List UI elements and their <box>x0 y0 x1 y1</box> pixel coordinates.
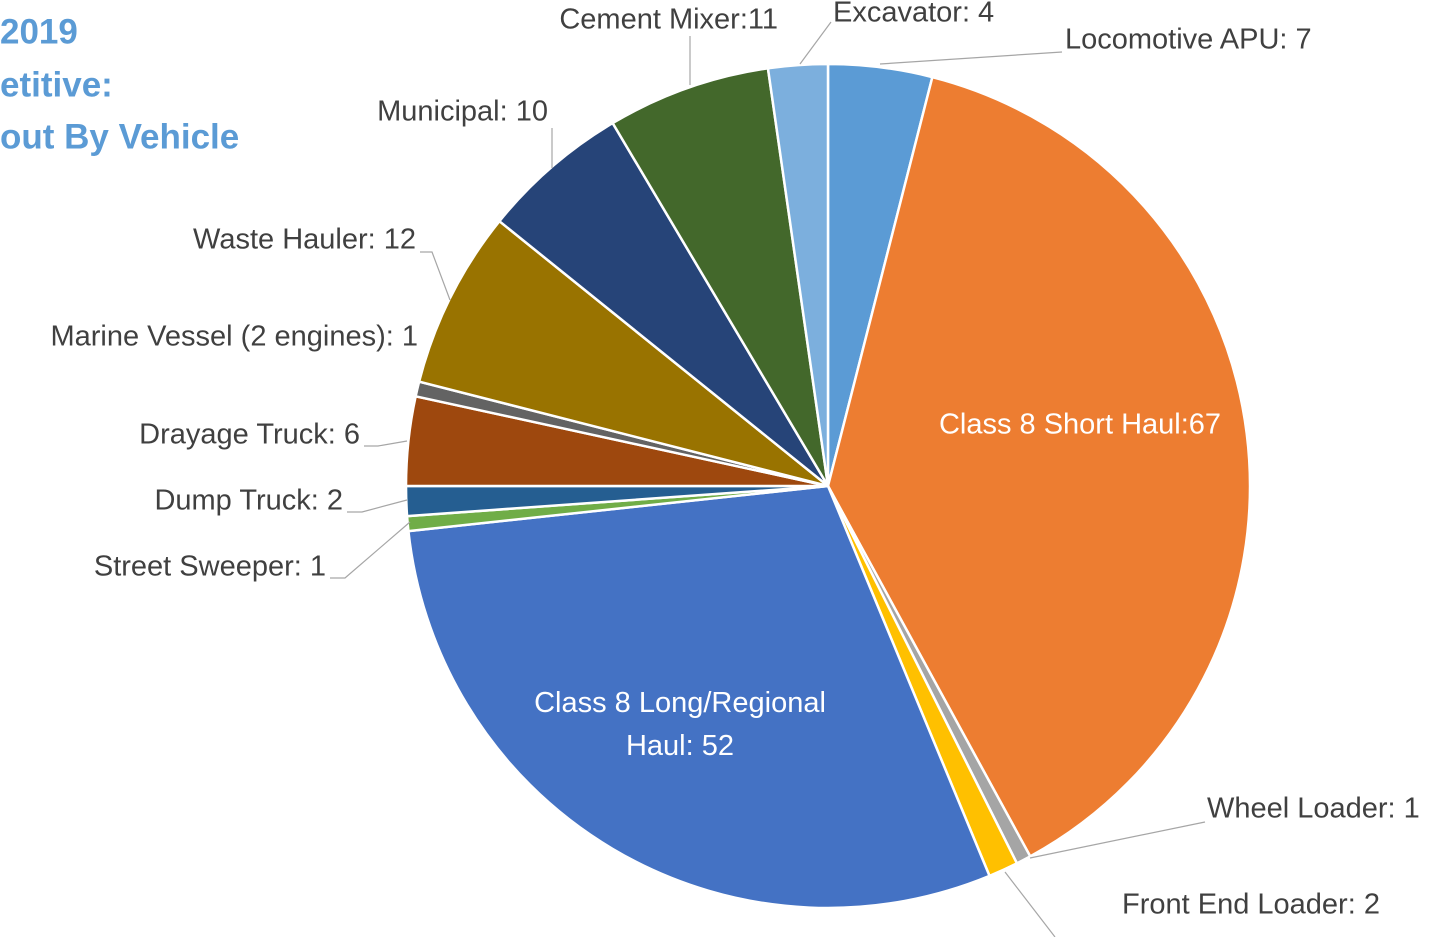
data-label: Street Sweeper: 1 <box>94 551 326 583</box>
data-label: Marine Vessel (2 engines): 1 <box>50 321 418 353</box>
leader-line <box>1029 821 1206 859</box>
data-label: Locomotive APU: 7 <box>1065 24 1312 56</box>
data-label: Municipal: 10 <box>377 96 548 128</box>
data-label: Waste Hauler: 12 <box>193 224 416 256</box>
title-line: etitive: <box>0 65 113 104</box>
data-label: Cement Mixer:11 <box>559 4 778 36</box>
leader-line <box>879 51 1063 65</box>
data-label: Front End Loader: 2 <box>1122 889 1380 921</box>
data-label: Excavator: 4 <box>833 0 994 29</box>
pie-slice <box>610 66 830 487</box>
leader-line <box>420 251 451 301</box>
data-label: Class 8 Short Haul:67 <box>939 409 1221 441</box>
pie-slice <box>407 484 992 910</box>
leader-line <box>347 499 408 513</box>
title-line: out By Vehicle <box>0 117 239 156</box>
data-label: Dump Truck: 2 <box>154 485 343 517</box>
data-label: Class 8 Long/Regional Haul: 52 <box>534 687 826 762</box>
leader-line <box>1004 871 1056 937</box>
data-label: Wheel Loader: 1 <box>1207 793 1420 825</box>
data-label: Drayage Truck: 6 <box>139 419 360 451</box>
title-line: 2019 <box>0 12 78 51</box>
pie-slice <box>826 75 1252 859</box>
leader-line <box>330 521 411 579</box>
leader-line <box>364 440 408 447</box>
pie-slice <box>766 62 830 487</box>
leader-line <box>799 21 832 65</box>
pie-slice <box>417 219 829 488</box>
